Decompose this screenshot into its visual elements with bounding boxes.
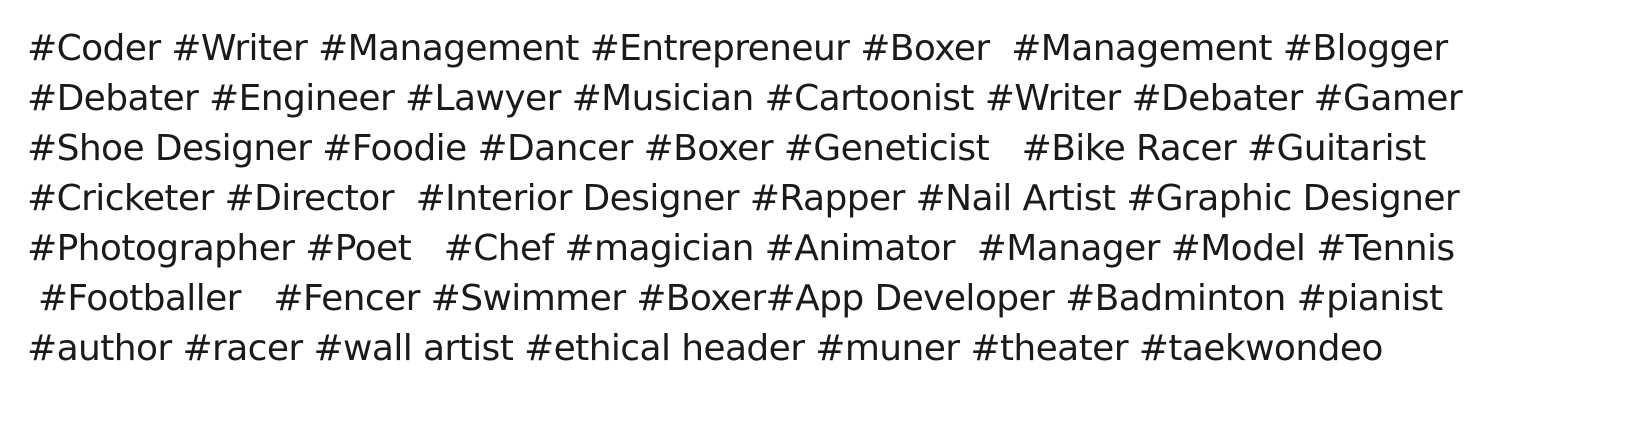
hashtag-line: #Photographer #Poet #Chef #magician #Ani… [27, 228, 1455, 269]
hashtag-line: #Debater #Engineer #Lawyer #Musician #Ca… [27, 78, 1463, 119]
hashtag-text-block: #Coder #Writer #Management #Entrepreneur… [27, 24, 1627, 374]
hashtag-line: #Shoe Designer #Foodie #Dancer #Boxer #G… [27, 128, 1426, 169]
hashtag-line: #Coder #Writer #Management #Entrepreneur… [27, 28, 1448, 69]
hashtag-line: #Footballer #Fencer #Swimmer #Boxer#App … [27, 278, 1443, 319]
hashtag-line: #Cricketer #Director #Interior Designer … [27, 178, 1460, 219]
hashtag-line: #author #racer #wall artist #ethical hea… [27, 328, 1383, 369]
